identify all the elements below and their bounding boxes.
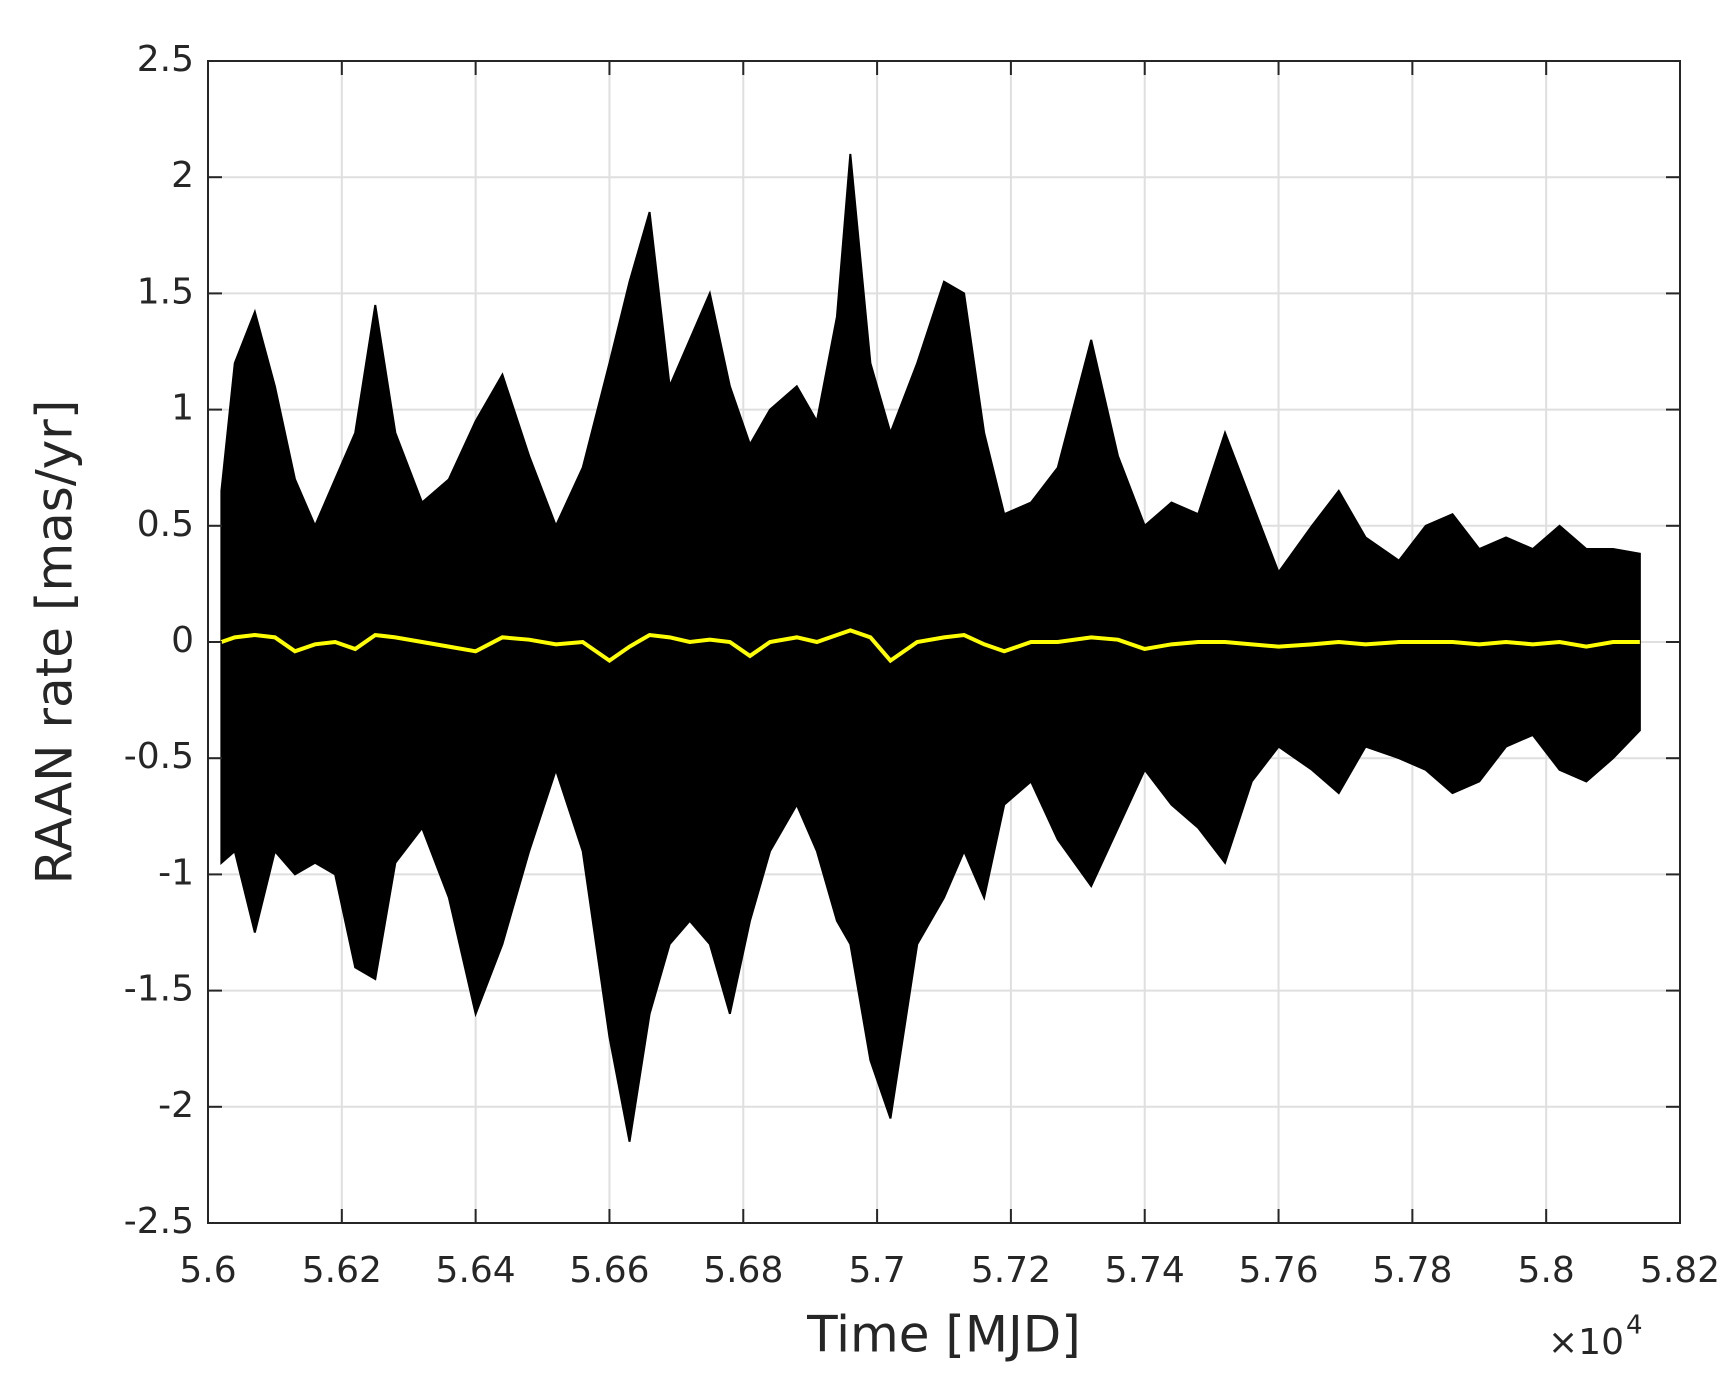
axes: 5.6 5.62 5.64 5.66 5.68 5.7 5.72 5.74 5.76 5.78 5.… [124,39,1720,1291]
y-tick-label: -1.5 [124,969,194,1010]
x-tick-label: 5.76 [1238,1250,1318,1291]
x-axis-label: Time [MJD] [806,1306,1081,1364]
y-tick-label: -2 [158,1085,194,1126]
x-multiplier-exponent: 4 [1626,1311,1643,1341]
y-tick-label: -1 [158,852,194,893]
x-tick-label: 5.78 [1372,1250,1452,1291]
x-tick-label: 5.7 [848,1250,905,1291]
x-tick-label: 5.68 [703,1250,783,1291]
x-tick-label: 5.72 [971,1250,1051,1291]
x-tick-label: 5.6 [179,1250,236,1291]
mean-line [220,628,1640,664]
plot-area [220,153,1641,1142]
y-tick-label: 2.5 [137,39,194,80]
y-tick-label: 2 [171,155,194,196]
x-tick-label: 5.66 [569,1250,649,1291]
x-multiplier: ×10 [1548,1322,1624,1363]
y-tick-label: 1 [171,388,194,429]
y-tick-label: -2.5 [124,1201,194,1242]
x-tick-label: 5.8 [1518,1250,1575,1291]
y-axis-label: RAAN rate [mas/yr] [26,400,84,885]
x-tick-label: 5.64 [436,1250,516,1291]
x-tick-label: 5.74 [1105,1250,1185,1291]
axes-box [207,60,1681,1224]
signal-band [220,153,1641,1142]
x-tick-label: 5.82 [1640,1250,1720,1291]
x-tick-label: 5.62 [302,1250,382,1291]
y-tick-label: 0 [171,620,194,661]
y-tick-label: -0.5 [124,736,194,777]
y-tick-label: 1.5 [137,271,194,312]
y-tick-label: 0.5 [137,504,194,545]
